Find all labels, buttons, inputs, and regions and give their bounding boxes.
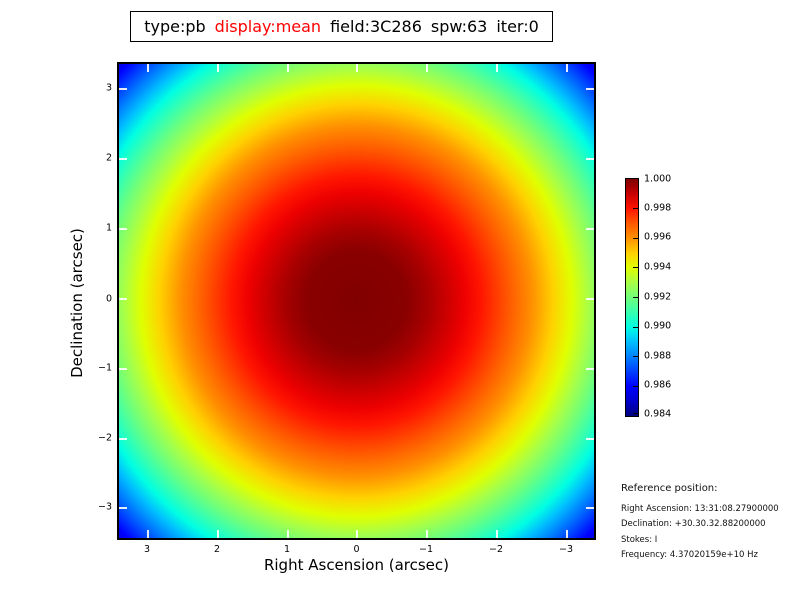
x-tick-label: 0	[353, 544, 360, 555]
colorbar-tick-label: 0.984	[644, 408, 672, 420]
colorbar-tick-label: 0.988	[644, 350, 672, 362]
x-axis-label: Right Ascension (arcsec)	[263, 556, 450, 574]
reference-frequency-line: Frequency: 4.37020159e+10 Hz	[621, 550, 758, 561]
title-segment-spw: spw:63	[430, 17, 488, 36]
y-tick-label: 0	[105, 293, 112, 304]
colorbar-tick	[633, 208, 638, 209]
axis-tick	[586, 438, 594, 440]
colorbar-tick-label: 0.986	[644, 379, 672, 391]
reference-position-block: Reference position: Right Ascension: 13:…	[621, 483, 779, 564]
axis-tick	[119, 438, 127, 440]
axis-tick	[287, 530, 289, 538]
title-segment-type: type:pb	[144, 17, 206, 36]
y-tick-label: −3	[97, 501, 112, 513]
axis-tick	[566, 530, 568, 538]
colorbar-tick	[633, 297, 638, 298]
x-tick-label: 2	[213, 544, 221, 555]
axis-tick	[586, 507, 594, 509]
axis-tick	[496, 64, 498, 72]
axis-tick	[217, 530, 219, 538]
axis-tick	[119, 158, 127, 160]
colorbar-tick-label: 0.990	[644, 320, 672, 332]
colorbar-tick-label: 0.996	[644, 231, 672, 243]
colorbar-tick-label: 0.992	[644, 291, 672, 302]
colorbar-tick	[633, 267, 638, 268]
y-tick-label: −1	[97, 362, 112, 374]
x-tick-label: 1	[283, 544, 291, 555]
x-tick-label: −3	[558, 544, 574, 555]
axis-tick	[586, 88, 594, 90]
colorbar-tick	[633, 238, 638, 239]
colorbar-tick-label: 0.998	[644, 202, 672, 214]
y-tick-label: 3	[105, 82, 112, 94]
axis-tick	[119, 298, 127, 300]
colorbar-tick	[633, 327, 638, 328]
axis-tick	[426, 530, 428, 538]
y-tick-label: 2	[105, 152, 112, 164]
y-tick-label: 1	[105, 222, 112, 234]
plot-title-box: type:pb display:mean field:3C286 spw:63 …	[130, 11, 553, 42]
colorbar-tick-label: 0.994	[644, 261, 672, 273]
axis-tick	[566, 64, 568, 72]
axis-tick	[426, 64, 428, 72]
colorbar-tick	[633, 356, 638, 357]
axis-tick	[147, 64, 149, 72]
reference-heading: Reference position:	[621, 483, 718, 494]
x-tick-label: −2	[488, 544, 504, 555]
title-segment-display: display:mean	[214, 17, 322, 36]
axis-tick	[356, 530, 358, 538]
colorbar-tick	[633, 413, 638, 414]
x-tick-label: −1	[418, 544, 434, 555]
reference-dec-line: Declination: +30.30.32.88200000	[621, 519, 766, 530]
axis-tick	[586, 368, 594, 370]
axis-tick	[586, 158, 594, 160]
reference-ra-line: Right Ascension: 13:31:08.27900000	[621, 504, 779, 514]
title-segment-field: field:3C286	[330, 17, 422, 36]
colorbar	[625, 178, 639, 417]
title-segment-iter: iter:0	[496, 17, 539, 36]
axis-tick	[356, 64, 358, 72]
y-axis-label: Declination (arcsec)	[68, 228, 86, 378]
axis-tick	[119, 507, 127, 509]
y-tick-label: −2	[97, 432, 112, 444]
axis-tick	[147, 530, 149, 538]
axis-tick	[287, 64, 289, 72]
axis-tick	[119, 368, 127, 370]
colorbar-tick-label: 1.000	[644, 173, 672, 185]
axis-tick	[119, 88, 127, 90]
primary-beam-heatmap	[117, 62, 596, 540]
reference-stokes-line: Stokes: I	[621, 534, 658, 545]
axis-tick	[586, 298, 594, 300]
x-tick-label: 3	[143, 544, 151, 555]
axis-tick	[496, 530, 498, 538]
axis-tick	[586, 228, 594, 230]
axis-tick	[217, 64, 219, 72]
axis-tick	[119, 228, 127, 230]
colorbar-tick	[633, 386, 638, 387]
